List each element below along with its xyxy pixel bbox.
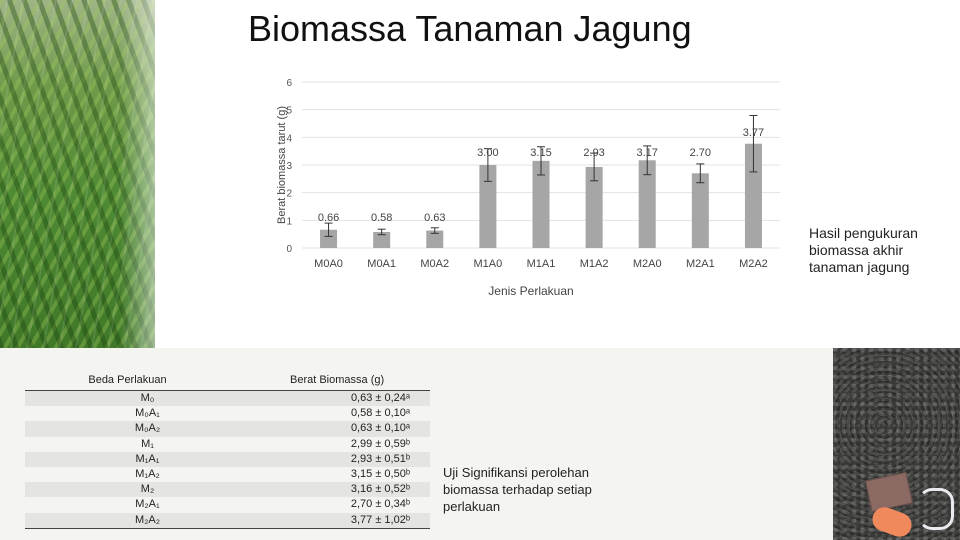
x-tick-label: M2A1 xyxy=(686,258,715,270)
data-label: 2.70 xyxy=(690,147,711,159)
bar xyxy=(373,231,391,248)
treatment-cell: M₀A₁ xyxy=(135,407,160,420)
y-tick-label: 2 xyxy=(286,189,292,200)
header-treatment: Beda Perlakuan xyxy=(88,374,167,386)
soil-sample-photo xyxy=(833,348,960,540)
treatment-cell: M₁A₂ xyxy=(135,467,160,480)
table-row: M₁A₁ 2,93 ± 0,51ᵇ xyxy=(25,451,430,467)
y-tick-label: 5 xyxy=(286,106,292,117)
bar xyxy=(744,143,762,248)
treatment-cell: M₂A₂ xyxy=(134,513,161,526)
chart-caption: Hasil pengukuran biomassa akhir tanaman … xyxy=(809,225,918,275)
table-row: M₁A₂ 3,15 ± 0,50ᵇ xyxy=(25,467,430,482)
page-title: Biomassa Tanaman Jagung xyxy=(248,8,692,49)
bar xyxy=(479,165,497,248)
table-row: M₀ 0,63 ± 0,24ᵃ xyxy=(25,391,430,407)
bar xyxy=(691,173,709,248)
y-tick-label: 1 xyxy=(286,216,292,227)
bottom-panel xyxy=(0,348,835,540)
photo-fade xyxy=(120,0,190,350)
x-tick-label: M0A2 xyxy=(420,258,449,270)
y-axis-label: Berat biomassa tarut (g) xyxy=(276,106,288,224)
treatment-cell: M₀ xyxy=(140,392,155,404)
data-label: 2.93 xyxy=(583,147,604,159)
biomass-bar-chart: 0 1 2 3 4 5 6 Berat biomassa tarut (g) 0.66 M0A0 0… xyxy=(276,78,780,298)
x-axis-label: Jenis Perlakuan xyxy=(488,284,573,298)
table-body: M₀ 0,63 ± 0,24ᵃ M₀A₁ 0,58 ± 0,10ᵃ M₀A₂ 0,63 ±… xyxy=(25,391,430,528)
biomass-cell: 2,93 ± 0,51ᵇ xyxy=(350,452,410,465)
table-row: M₀A₁ 0,58 ± 0,10ᵃ xyxy=(25,406,430,421)
x-tick-label: M0A0 xyxy=(314,258,343,270)
x-tick-label: M0A1 xyxy=(367,258,396,270)
header-biomass: Berat Biomassa (g) xyxy=(290,374,385,386)
table-header: Beda Perlakuan Berat Biomassa (g) xyxy=(25,370,430,391)
data-label: 3.15 xyxy=(530,147,551,159)
treatment-cell: M₂A₁ xyxy=(135,498,160,511)
table-row: M₁ 2,99 ± 0,59ᵇ xyxy=(25,437,430,452)
data-label: 3.77 xyxy=(743,127,764,139)
biomass-table: Beda Perlakuan Berat Biomassa (g) M₀ 0,63… xyxy=(25,370,430,529)
biomass-cell: 0,63 ± 0,10ᵃ xyxy=(350,422,410,435)
y-tick-label: 0 xyxy=(286,244,292,255)
x-tick-label: M2A0 xyxy=(633,258,662,270)
biomass-cell: 0,58 ± 0,10ᵃ xyxy=(350,407,410,420)
data-label: 3.00 xyxy=(477,147,498,159)
treatment-cell: M₂ xyxy=(140,483,155,496)
biomass-cell: 0,63 ± 0,24ᵃ xyxy=(350,392,410,404)
bar xyxy=(585,166,603,248)
biomass-cell: 3,77 ± 1,02ᵇ xyxy=(350,513,410,526)
data-label: 0.63 xyxy=(424,212,445,224)
y-tick-label: 4 xyxy=(286,133,292,144)
data-label: 0.66 xyxy=(318,212,339,224)
bar xyxy=(320,229,338,248)
bar xyxy=(532,160,550,248)
table-row: M₂ 3,16 ± 0,52ᵇ xyxy=(25,482,430,498)
treatment-cell: M₁ xyxy=(141,437,154,450)
table-bottom-rule xyxy=(25,527,430,529)
x-tick-label: M1A1 xyxy=(527,258,556,270)
rubber-band xyxy=(918,488,954,530)
y-tick-label: 3 xyxy=(286,161,292,172)
table-row: M₀A₂ 0,63 ± 0,10ᵃ xyxy=(25,421,430,437)
table-row: M₂A₂ 3,77 ± 1,02ᵇ xyxy=(25,512,430,528)
biomass-cell: 2,70 ± 0,34ᵇ xyxy=(350,498,410,511)
bar xyxy=(426,230,444,248)
significance-note: Uji Signifikansi perolehan biomassa terh… xyxy=(443,465,592,514)
treatment-cell: M₀A₂ xyxy=(134,422,161,435)
x-tick-label: M1A0 xyxy=(474,258,503,270)
y-tick-label: 6 xyxy=(286,78,292,89)
biomass-cell: 3,16 ± 0,52ᵇ xyxy=(350,483,410,496)
table-row: M₂A₁ 2,70 ± 0,34ᵇ xyxy=(25,497,430,512)
data-label: 3.17 xyxy=(637,147,658,159)
x-tick-label: M2A2 xyxy=(739,258,768,270)
treatment-cell: M₁A₁ xyxy=(135,452,160,465)
x-tick-label: M1A2 xyxy=(580,258,609,270)
biomass-cell: 3,15 ± 0,50ᵇ xyxy=(350,467,410,480)
bar xyxy=(638,160,656,248)
biomass-cell: 2,99 ± 0,59ᵇ xyxy=(350,437,410,450)
data-label: 0.58 xyxy=(371,212,392,224)
